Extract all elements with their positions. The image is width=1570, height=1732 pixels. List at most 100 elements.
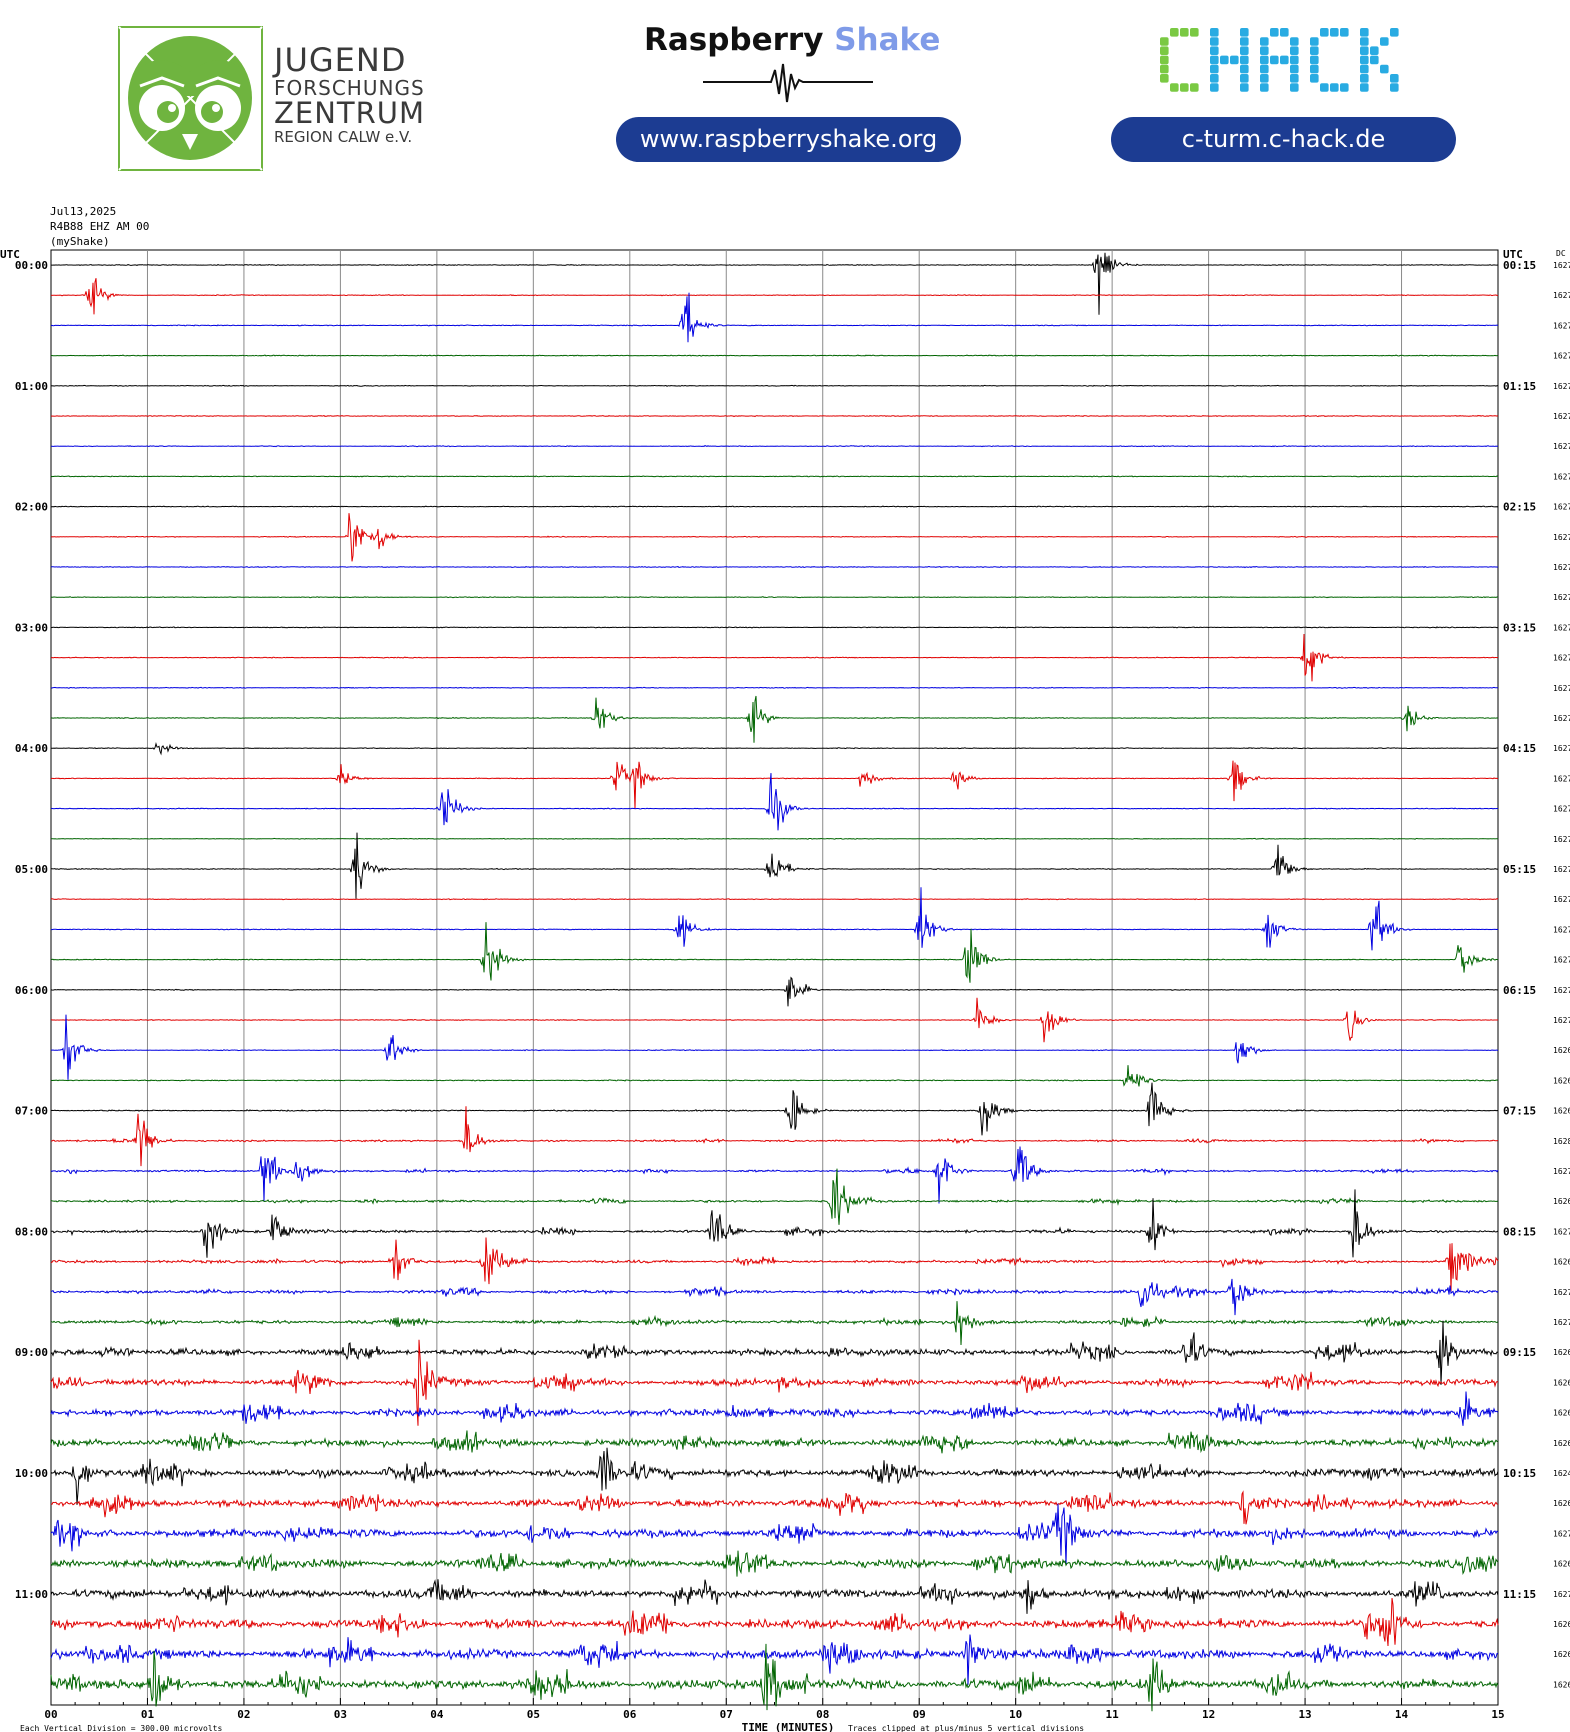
left-hour-label: 08:00 <box>15 1225 48 1238</box>
trace-line <box>51 1106 1499 1167</box>
trace-line <box>50 686 1499 689</box>
right-hour-label: 07:15 <box>1503 1105 1536 1118</box>
dc-value: 16269 <box>1553 1499 1570 1508</box>
footer-clip-note: Traces clipped at plus/minus 5 vertical … <box>848 1724 1084 1732</box>
right-axis-title: UTC <box>1503 248 1523 261</box>
x-tick-label: 04 <box>430 1708 444 1721</box>
x-tick-label: 13 <box>1298 1708 1311 1721</box>
trace-line <box>50 922 1499 983</box>
trace-line <box>50 741 1498 756</box>
x-tick-label: 12 <box>1202 1708 1215 1721</box>
left-hour-label: 10:00 <box>15 1467 48 1480</box>
trace-line <box>50 1643 1499 1712</box>
dc-column-title: DC <box>1556 249 1566 258</box>
trace-line <box>50 1579 1499 1614</box>
trace-line <box>50 1146 1499 1204</box>
station-meta: Jul13,2025 R4B88 EHZ AM 00 (myShake) <box>50 204 149 249</box>
left-hour-label: 01:00 <box>15 380 48 393</box>
dc-value: 16275 <box>1553 925 1570 934</box>
jfz-logo-line3: ZENTRUM <box>274 96 425 130</box>
left-hour-label: 03:00 <box>15 621 48 634</box>
trace-line <box>50 475 1499 478</box>
rs-logo-word1: Raspberry <box>644 22 824 58</box>
right-hour-label: 08:15 <box>1503 1225 1536 1238</box>
left-hour-label: 09:00 <box>15 1346 48 1359</box>
left-axis-title: UTC <box>0 248 20 261</box>
trace-line <box>50 626 1499 629</box>
record-date: Jul13,2025 <box>50 205 117 218</box>
trace-line <box>50 1430 1499 1454</box>
dc-value: 16267 <box>1553 1258 1570 1267</box>
right-hour-label: 04:15 <box>1503 742 1536 755</box>
dc-value: 16276 <box>1553 895 1570 904</box>
dc-value: 16274 <box>1553 321 1570 330</box>
dc-value: 16265 <box>1553 1680 1570 1689</box>
dc-value: 16277 <box>1553 412 1570 421</box>
left-hour-label: 11:00 <box>15 1588 48 1601</box>
station-id: R4B88 EHZ AM 00 <box>50 220 150 233</box>
chack-url-link[interactable]: c-turm.c-hack.de <box>1111 117 1456 162</box>
right-hour-label: 02:15 <box>1503 501 1536 514</box>
left-hour-label: 05:00 <box>15 863 48 876</box>
plot-frame <box>50 249 1499 1706</box>
dc-value: 16276 <box>1553 684 1570 693</box>
trace-line <box>50 1082 1499 1136</box>
rs-logo-word2: Shake <box>834 22 941 58</box>
dc-value: 16270 <box>1553 1016 1570 1025</box>
trace-line <box>51 252 1499 315</box>
trace-line <box>50 445 1499 448</box>
right-hour-label: 03:15 <box>1503 621 1536 634</box>
right-hour-label: 05:15 <box>1503 863 1536 876</box>
trace-line <box>50 292 1499 343</box>
dc-value: 16263 <box>1553 1046 1570 1055</box>
left-hour-label: 06:00 <box>15 984 48 997</box>
dc-value: 16244 <box>1553 1469 1570 1478</box>
trace-line <box>51 887 1499 951</box>
left-hour-label: 07:00 <box>15 1105 48 1118</box>
trace-line <box>50 976 1499 1007</box>
jfz-logo: JUGEND FORSCHUNGS ZENTRUM REGION CALW e.… <box>118 26 424 171</box>
dc-value: 16274 <box>1553 956 1570 965</box>
trace-line <box>50 633 1499 682</box>
trace-line <box>50 1278 1499 1316</box>
chack-logo <box>1160 28 1399 92</box>
dc-value: 16277 <box>1553 774 1570 783</box>
x-tick-label: 09 <box>913 1708 926 1721</box>
jfz-logo-line2: FORSCHUNGS <box>274 76 425 100</box>
trace-line <box>50 414 1499 418</box>
trace-line <box>50 1168 1499 1225</box>
dc-value: 16268 <box>1553 1409 1570 1418</box>
right-hour-label: 00:15 <box>1503 259 1536 272</box>
trace-line <box>50 1598 1499 1647</box>
dc-value: 16277 <box>1553 503 1570 512</box>
dc-value: 16274 <box>1553 623 1570 632</box>
header-banner: JUGEND FORSCHUNGS ZENTRUM REGION CALW e.… <box>0 0 1570 190</box>
trace-line <box>50 1503 1499 1565</box>
dc-value: 16277 <box>1553 654 1570 663</box>
left-hour-label: 04:00 <box>15 742 48 755</box>
x-tick-label: 06 <box>623 1708 637 1721</box>
dc-value: 16275 <box>1553 382 1570 391</box>
trace-line <box>50 1320 1499 1385</box>
right-hour-label: 06:15 <box>1503 984 1536 997</box>
trace-line <box>50 278 1499 315</box>
trace-line <box>50 1339 1499 1426</box>
raspberryshake-url-link[interactable]: www.raspberryshake.org <box>616 117 961 162</box>
dc-value: 16266 <box>1553 1076 1570 1085</box>
dc-value: 16267 <box>1553 1197 1570 1206</box>
trace-line <box>50 1490 1499 1525</box>
right-hour-label: 01:15 <box>1503 380 1536 393</box>
left-hour-label: 00:00 <box>15 259 48 272</box>
dc-value: 16267 <box>1553 1439 1570 1448</box>
dc-value: 16268 <box>1553 1378 1570 1387</box>
x-tick-label: 01 <box>141 1708 155 1721</box>
x-tick-label: 08 <box>816 1708 829 1721</box>
right-hour-label: 11:15 <box>1503 1588 1536 1601</box>
right-hour-label: 09:15 <box>1503 1346 1536 1359</box>
trace-line <box>50 1550 1499 1577</box>
trace-line <box>50 837 1499 841</box>
left-hour-label: 02:00 <box>15 501 48 514</box>
